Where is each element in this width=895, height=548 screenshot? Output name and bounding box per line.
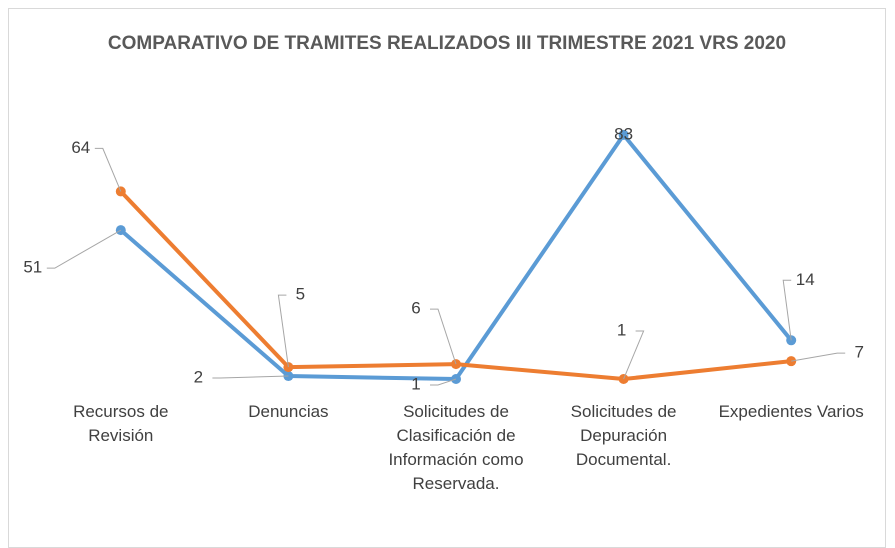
x-tick-label: Denuncias (248, 402, 329, 421)
leader-line (277, 294, 289, 368)
leader-line (782, 279, 792, 341)
x-tick-label: Expedientes Varios (718, 402, 864, 421)
data-label: 6 (411, 299, 420, 318)
chart-title: COMPARATIVO DE TRAMITES REALIZADOS III T… (107, 33, 787, 54)
data-label: 7 (854, 343, 863, 362)
data-label: 5 (296, 285, 305, 304)
x-tick-label: Recursos de Revisión (73, 402, 169, 445)
x-tick-label: Solicitudes de Clasificación de Informac… (388, 402, 524, 493)
data-label: 1 (617, 321, 626, 340)
data-label: 14 (796, 270, 815, 289)
leader-line (430, 378, 457, 386)
data-label: 83 (614, 124, 633, 143)
leader-line (94, 147, 122, 192)
data-point (618, 129, 629, 140)
chart: 51 2 1 83 14 64 5 6 1 7 (23, 124, 864, 394)
data-label: 1 (411, 375, 420, 394)
data-label: 64 (71, 138, 90, 157)
leader-line (623, 330, 645, 380)
leader-line (46, 229, 122, 269)
data-label: 2 (194, 368, 203, 387)
x-tick-label: Solicitudes de Depuración Documental. (570, 402, 677, 469)
data-label: 51 (23, 258, 42, 277)
leader-line (430, 308, 457, 365)
leader-line (212, 375, 289, 379)
leader-line (791, 352, 846, 362)
series-line (119, 132, 793, 382)
